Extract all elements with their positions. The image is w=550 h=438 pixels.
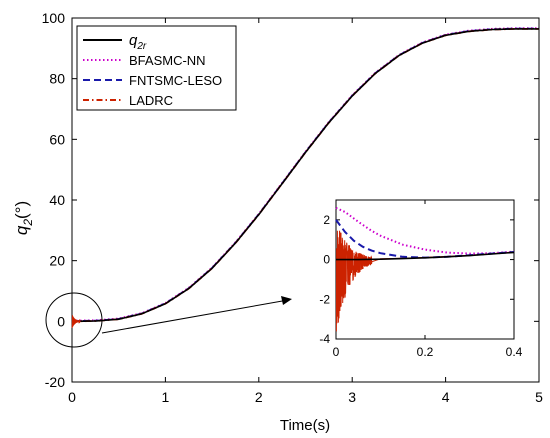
y-tick-label: -20 <box>45 374 65 390</box>
legend-label-q2r: q2r <box>129 32 147 52</box>
x-tick-label: 1 <box>162 389 170 405</box>
y-tick-label: 20 <box>49 253 65 269</box>
y-tick-label: 60 <box>49 131 65 147</box>
inset-series-ladrc <box>335 230 515 332</box>
inset-series-bfasmc-nn <box>335 206 515 255</box>
series-transient-ladrc <box>71 315 81 329</box>
inset-plot-area <box>335 199 515 340</box>
inset-y-tick-label: -2 <box>319 292 330 306</box>
inset-y-tick-label: 0 <box>323 253 330 267</box>
zoom-ellipse <box>45 292 103 348</box>
inset-series-lines <box>335 206 515 332</box>
x-tick-label: 0 <box>68 389 76 405</box>
inset-y-tick-label: -4 <box>319 332 330 346</box>
x-tick-label: 5 <box>535 389 543 405</box>
y-tick-label: 0 <box>57 313 65 329</box>
x-tick-label: 4 <box>442 389 450 405</box>
inset-x-tick-label: 0 <box>333 345 340 359</box>
inset-series-q2r <box>336 251 515 261</box>
zoom-arrow <box>101 299 289 334</box>
zoom-arrow-head <box>281 296 292 305</box>
y-tick-label: 100 <box>42 10 66 26</box>
legend-label-ladrc: LADRC <box>129 93 173 108</box>
inset-x-tick-label: 0.4 <box>506 345 523 359</box>
y-tick-label: 80 <box>49 71 65 87</box>
inset-x-tick-label: 0.2 <box>417 345 434 359</box>
legend-label-fntsmc-leso: FNTSMC-LESO <box>129 73 222 88</box>
inset-y-tick-label: 2 <box>323 213 330 227</box>
x-tick-label: 2 <box>255 389 263 405</box>
y-axis-label: q2(°) <box>12 201 35 235</box>
y-tick-label: 40 <box>49 192 65 208</box>
main-x-ticks: 0 1 2 3 4 5 <box>68 18 543 405</box>
legend-label-bfasmc-nn: BFASMC-NN <box>129 53 206 68</box>
x-axis-label: Time(s) <box>280 417 330 434</box>
inset-ticks: -4 -2 0 2 0 0.2 0.4 <box>319 200 523 359</box>
main-series-lines <box>71 27 539 329</box>
series-line-q2r <box>72 28 539 323</box>
inset-series-fntsmc-leso <box>335 219 515 259</box>
x-tick-label: 3 <box>348 389 356 405</box>
